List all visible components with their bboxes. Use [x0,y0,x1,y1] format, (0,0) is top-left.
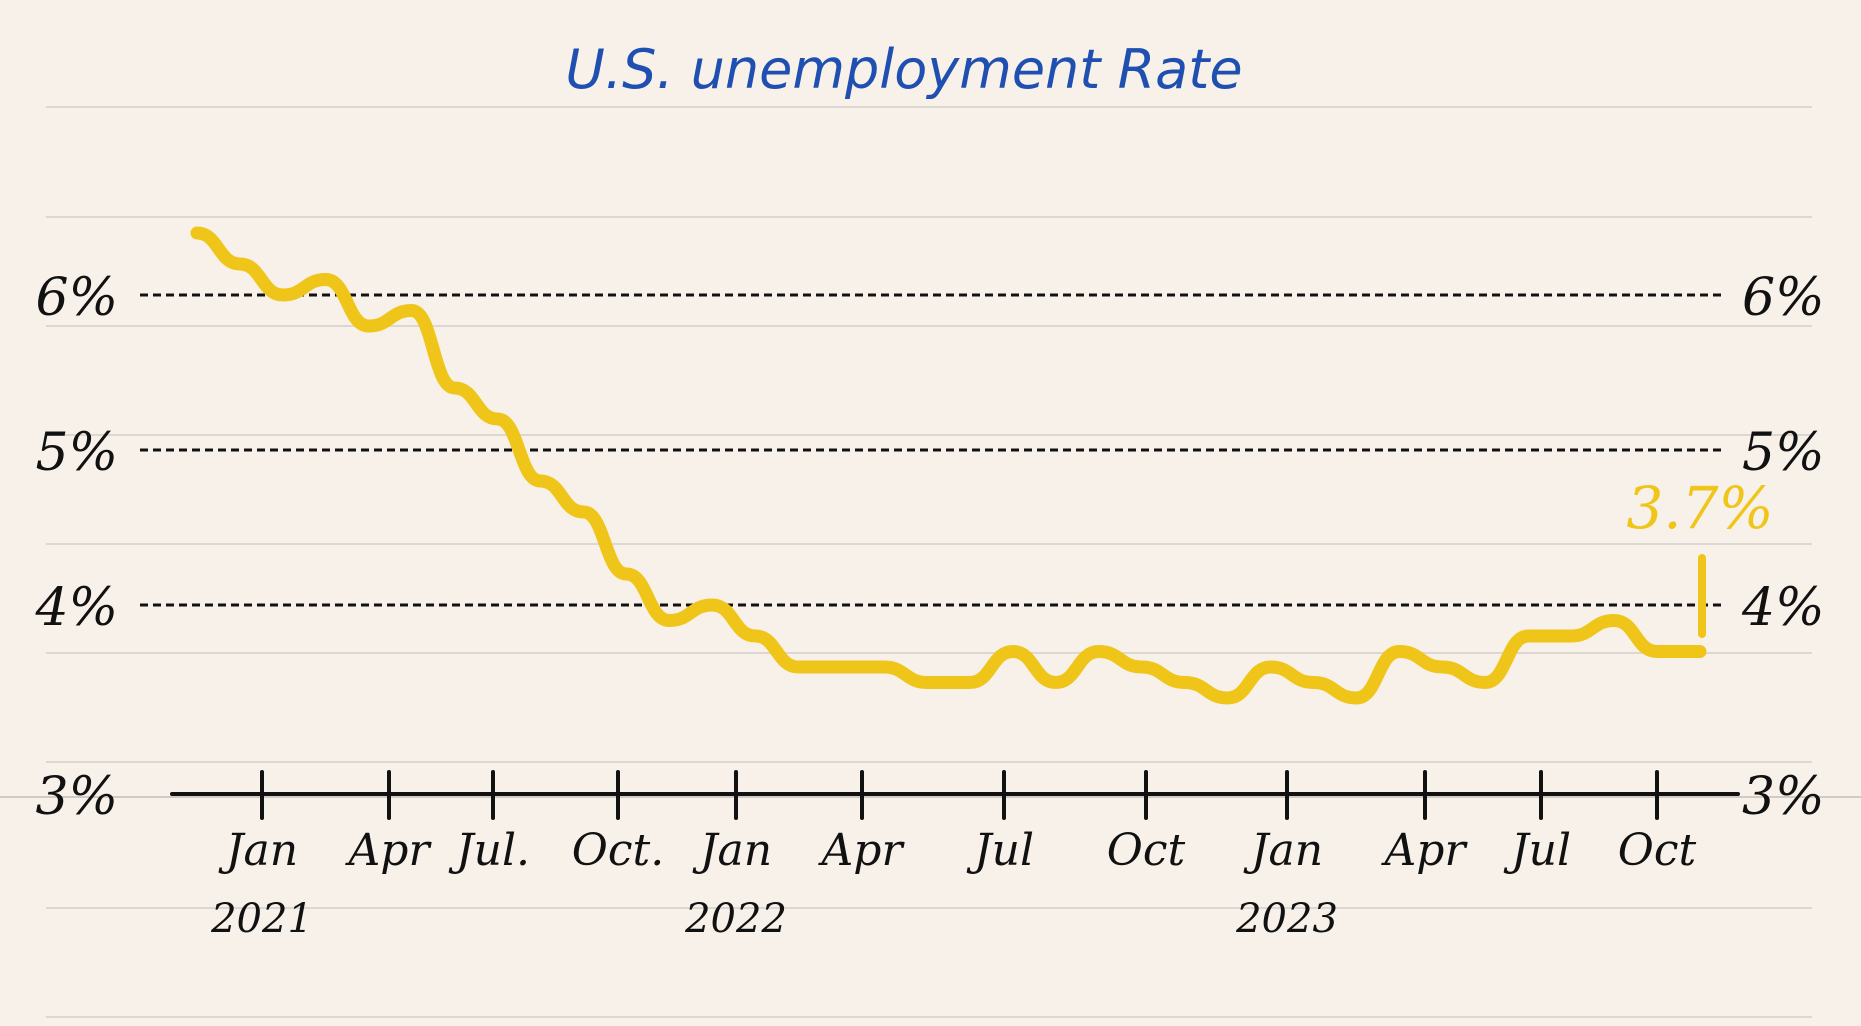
data-point [405,304,418,317]
data-point [620,568,633,580]
data-point [491,413,504,425]
data-point [1565,630,1578,642]
x-tick-label: Jan [692,825,772,876]
data-point [1651,645,1664,658]
x-tick-label: Jul. [448,825,530,876]
x-tick-label: Apr [818,825,906,876]
y-tick-label-right: 4% [1741,578,1825,638]
data-point [1135,661,1148,673]
data-point [233,258,246,270]
data-point [1393,645,1406,658]
year-label: 2023 [1235,896,1338,942]
year-label: 2021 [210,896,313,942]
data-point [878,661,891,673]
y-tick-label-left: 4% [35,578,119,638]
data-point [362,320,375,332]
data-point [1006,645,1019,658]
data-point [1264,661,1277,673]
data-point [706,599,719,611]
y-tick-label-right: 3% [1742,767,1825,827]
data-point [1049,676,1062,689]
y-axis-left-labels: 6% 5% 4% 3% [35,268,119,827]
data-point [276,289,289,301]
y-tick-label-left: 6% [36,268,119,328]
x-axis-year-labels: 2021 2022 2023 [210,896,1338,942]
x-tick-label: Apr [1381,825,1469,876]
data-point [1608,614,1621,627]
annotation-label: 3.7% [1626,474,1773,542]
data-point [1307,676,1320,689]
data-point [191,227,203,239]
x-axis-ticks: Jan Apr Jul. Oct. Jan Apr Jul Oct Jan Apr Jul Oct [218,770,1697,876]
data-point [1350,692,1363,704]
series-line [190,226,1707,705]
x-tick-label: Jul [966,825,1034,876]
data-point [964,676,976,689]
data-point [1694,645,1706,658]
data-point [1479,676,1492,689]
y-tick-label-right: 5% [1742,423,1825,483]
y-tick-label-left: 5% [36,423,119,483]
data-point [448,382,461,394]
data-point [1436,661,1449,673]
x-tick-label: Oct [1107,825,1186,876]
data-point [921,676,933,689]
x-tick-label: Jan [1243,825,1323,876]
gridlines [140,293,1725,607]
x-tick-label: Apr [345,825,433,876]
data-point [1221,692,1234,704]
data-point [319,273,332,286]
y-tick-label-right: 6% [1742,268,1825,328]
x-tick-label: Jul [1503,825,1571,876]
year-label: 2022 [684,896,787,942]
data-point [534,475,547,487]
data-point [1092,645,1105,658]
ruled-lines [0,106,1861,1018]
data-point [577,506,590,518]
data-point [749,630,762,642]
data-point [663,614,676,627]
chart-title: U.S. unemployment Rate [565,38,1242,101]
series-points [191,227,1706,704]
x-tick-label: Oct [1618,825,1697,876]
y-tick-label-left: 3% [36,767,119,827]
data-point [792,661,805,673]
x-tick-label: Oct. [572,825,664,876]
data-point [835,661,848,673]
x-tick-label: Jan [218,825,298,876]
data-point [1522,630,1535,642]
y-axis-right-labels: 6% 5% 4% 3% [1741,268,1825,827]
data-point [1178,676,1191,689]
